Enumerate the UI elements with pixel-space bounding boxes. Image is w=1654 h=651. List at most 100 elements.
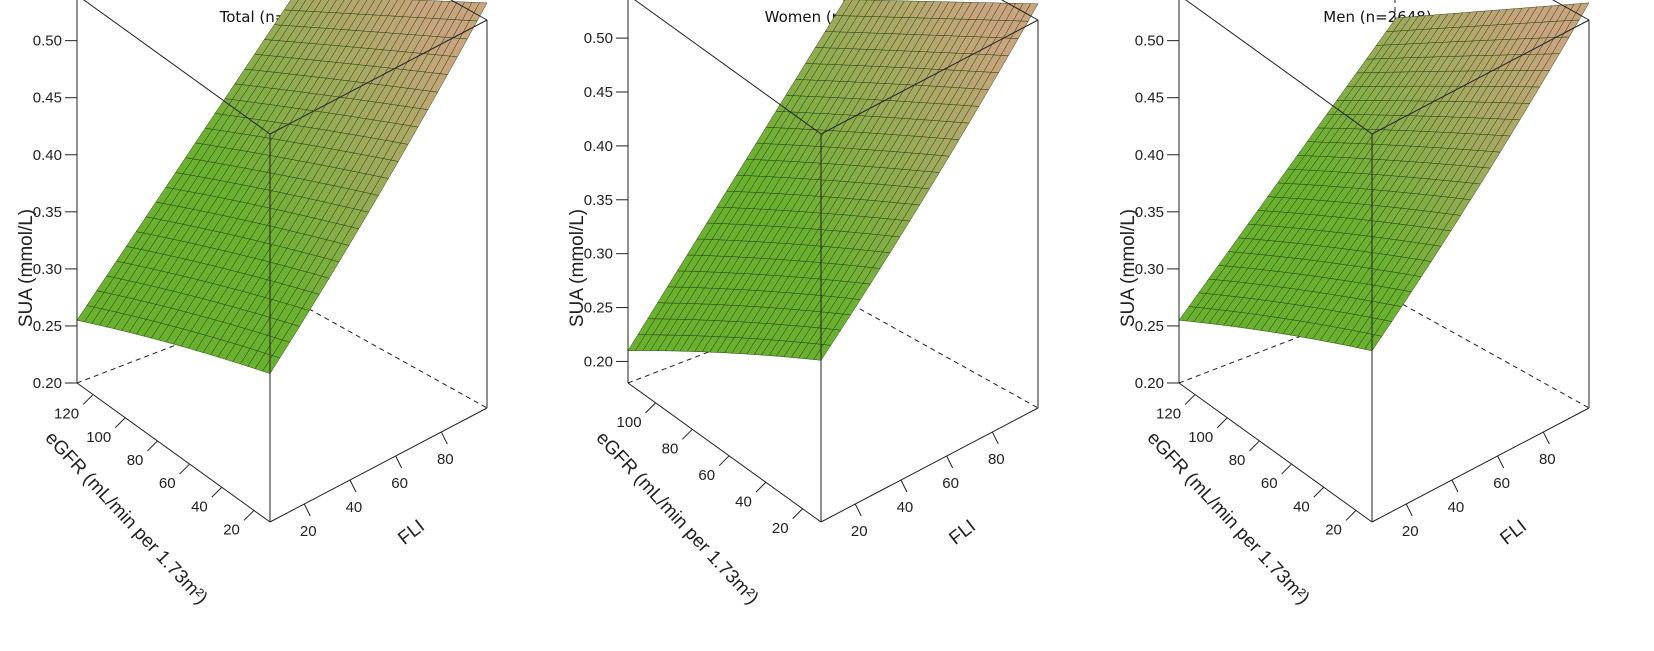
x-tick: [395, 455, 403, 469]
x-tick-label: 40: [346, 499, 363, 516]
box-edge: [83, 0, 271, 135]
y-tick: [755, 481, 767, 493]
z-tick-label: 0.30: [1135, 261, 1164, 278]
y-tick: [1345, 510, 1357, 521]
x-tick: [900, 479, 908, 493]
y-tick: [114, 417, 126, 429]
z-tick-label: 0.25: [584, 300, 613, 317]
x-tick-label: 80: [988, 451, 1005, 468]
x-axis-label: FLI: [394, 516, 429, 549]
surface-plot: 0.20 0.25 0.30 0.35 0.40 0.45 0.50 20 40 60 80 100 1…: [16, 0, 488, 609]
z-tick-label: 0.45: [33, 90, 62, 107]
y-tick-label: 20: [1325, 521, 1342, 538]
y-tick-label: 100: [617, 414, 642, 431]
x-tick: [1451, 479, 1459, 493]
z-tick-label: 0.35: [33, 204, 62, 221]
x-tick-label: 60: [391, 475, 408, 492]
y-tick-label: 40: [1293, 498, 1310, 515]
z-tick-label: 0.50: [1135, 33, 1164, 50]
x-tick-label: 20: [851, 523, 868, 540]
x-tick: [303, 503, 311, 517]
z-tick-label: 0.50: [33, 33, 62, 50]
y-tick: [179, 463, 190, 475]
z-axis-label: SUA (mmol/L): [1118, 209, 1139, 327]
box-edge-hidden: [1394, 299, 1590, 409]
panel-total: Total (n=3396) 0.20 0.25 0.30 0.35 0.40 0.45 0.…: [0, 0, 551, 651]
z-tick-label: 0.40: [1135, 147, 1164, 164]
y-tick-label: 100: [86, 429, 111, 446]
z-tick-label: 0.50: [584, 30, 613, 47]
x-tick: [854, 503, 862, 517]
y-tick: [1216, 417, 1228, 429]
z-tick-label: 0.40: [33, 147, 62, 164]
y-tick: [211, 486, 223, 498]
x-tick: [1497, 455, 1505, 469]
panel-women: Women (n=748) 0.20 0.25 0.30 0.35 0.40 0.45 0.5…: [551, 0, 1102, 651]
box-edge: [820, 19, 1039, 135]
x-axis-label: FLI: [1496, 516, 1531, 549]
x-tick-label: 80: [437, 451, 454, 468]
box-edge: [1552, 0, 1590, 21]
z-tick-label: 0.45: [584, 84, 613, 101]
box-edge: [269, 407, 488, 523]
y-tick-label: 80: [662, 440, 679, 457]
y-tick: [1281, 463, 1292, 475]
box-edge: [820, 407, 1039, 523]
z-tick-label: 0.30: [33, 261, 62, 278]
box-edge: [1371, 407, 1590, 523]
x-tick-label: 80: [1539, 451, 1556, 468]
box-edge: [1371, 19, 1590, 135]
x-tick-label: 40: [897, 499, 914, 516]
x-tick-label: 60: [942, 475, 959, 492]
z-tick-label: 0.20: [584, 353, 613, 370]
box-edge: [634, 0, 822, 135]
x-tick-label: 60: [1493, 475, 1510, 492]
y-tick: [1184, 394, 1196, 405]
box-edge: [450, 0, 488, 21]
box-edge: [1178, 382, 1373, 523]
y-tick-label: 120: [1156, 406, 1181, 423]
surface-plot: 0.20 0.25 0.30 0.35 0.40 0.45 0.50 20 40 60 80 100 1…: [1118, 0, 1590, 609]
x-axis-label: FLI: [945, 516, 980, 549]
z-tick-label: 0.25: [33, 318, 62, 335]
y-tick-label: 20: [772, 520, 789, 537]
z-tick-label: 0.35: [584, 192, 613, 209]
x-tick: [1405, 503, 1413, 517]
x-tick: [440, 431, 448, 445]
panel-men: Men (n=2648) 0.20 0.25 0.30 0.35 0.40 0.45 0.50…: [1102, 0, 1653, 651]
y-tick-label: 100: [1188, 429, 1213, 446]
y-tick: [792, 508, 803, 520]
y-tick: [243, 510, 255, 521]
surface-facet: [1571, 2, 1590, 21]
box-edge: [627, 382, 822, 523]
z-tick-label: 0.30: [584, 246, 613, 263]
z-axis-label: SUA (mmol/L): [16, 209, 37, 327]
x-tick-label: 20: [1402, 523, 1419, 540]
z-tick-label: 0.20: [33, 375, 62, 392]
y-tick-label: 60: [1261, 475, 1278, 492]
box-edge-hidden: [292, 299, 488, 409]
x-tick-label: 20: [300, 523, 317, 540]
y-tick: [1249, 440, 1260, 452]
y-tick-label: 80: [1229, 452, 1246, 469]
z-tick-label: 0.45: [1135, 90, 1164, 107]
x-tick: [991, 431, 999, 445]
y-tick: [645, 402, 656, 414]
box-edge: [76, 382, 271, 523]
z-tick-label: 0.25: [1135, 318, 1164, 335]
y-tick-label: 80: [127, 452, 144, 469]
y-tick: [718, 455, 730, 467]
box-edge: [269, 19, 488, 135]
y-tick-label: 20: [223, 521, 240, 538]
y-tick: [681, 428, 693, 440]
box-edge: [1185, 0, 1373, 135]
z-tick-label: 0.35: [1135, 204, 1164, 221]
x-tick-label: 40: [1448, 499, 1465, 516]
y-tick: [1313, 486, 1325, 498]
surface-facet: [469, 2, 488, 22]
z-axis-label: SUA (mmol/L): [567, 209, 588, 327]
y-tick-label: 120: [54, 406, 79, 423]
x-tick: [349, 479, 357, 493]
y-tick: [147, 440, 158, 452]
z-tick-label: 0.20: [1135, 375, 1164, 392]
